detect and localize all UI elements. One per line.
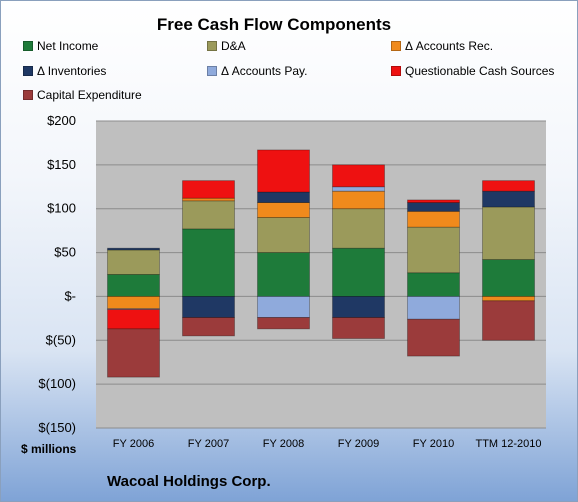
legend-label-net-income: Net Income bbox=[37, 39, 99, 53]
bar-accounts-pay-fy-2009 bbox=[332, 186, 385, 192]
x-tick-label: FY 2006 bbox=[113, 438, 154, 450]
legend-swatch-net-income bbox=[23, 41, 33, 51]
bar-d-a-fy-2010 bbox=[407, 226, 460, 274]
legend-label-accounts-rec: Δ Accounts Rec. bbox=[405, 39, 494, 53]
bar-accounts-rec-fy-2008 bbox=[257, 202, 310, 218]
legend-item-questionable-cash: Questionable Cash Sources bbox=[391, 64, 554, 78]
bar-net-income-fy-2008 bbox=[257, 252, 310, 297]
y-tick-label: $150 bbox=[47, 157, 76, 172]
bar-capital-expenditure-fy-2007 bbox=[182, 317, 235, 337]
y-tick-label: $(100) bbox=[38, 376, 76, 391]
legend-label-accounts-pay: Δ Accounts Pay. bbox=[221, 64, 308, 78]
bar-d-a-fy-2007 bbox=[182, 200, 235, 230]
company-name: Wacoal Holdings Corp. bbox=[107, 473, 271, 490]
legend-item-inventories: Δ Inventories bbox=[23, 64, 106, 78]
bar-net-income-ttm-12-2010 bbox=[482, 259, 535, 297]
y-tick-label: $(50) bbox=[46, 332, 76, 347]
bar-inventories-fy-2008 bbox=[257, 191, 310, 203]
bar-d-a-fy-2008 bbox=[257, 217, 310, 253]
legend-item-accounts-rec: Δ Accounts Rec. bbox=[391, 39, 493, 53]
legend-item-capex: Capital Expenditure bbox=[23, 88, 142, 102]
bar-inventories-fy-2006 bbox=[107, 247, 160, 251]
plot-area bbox=[96, 121, 546, 428]
y-tick-label: $100 bbox=[47, 201, 76, 216]
y-tick-label: $50 bbox=[54, 245, 76, 260]
bar-questionable-cash-sources-fy-2008 bbox=[257, 149, 310, 193]
chart-title: Free Cash Flow Components bbox=[156, 15, 392, 34]
y-tick-label: $200 bbox=[47, 113, 76, 128]
y-tick-label: $- bbox=[64, 288, 76, 303]
bar-net-income-fy-2006 bbox=[107, 274, 160, 297]
bar-d-a-ttm-12-2010 bbox=[482, 206, 535, 260]
legend-label-capex: Capital Expenditure bbox=[37, 88, 142, 102]
bar-accounts-pay-fy-2006 bbox=[107, 308, 160, 310]
bar-questionable-cash-sources-ttm-12-2010 bbox=[482, 180, 535, 192]
x-tick-label: FY 2009 bbox=[338, 438, 379, 450]
bar-capital-expenditure-fy-2009 bbox=[332, 317, 385, 339]
legend-item-da: D&A bbox=[207, 39, 246, 53]
legend-swatch-accounts-rec bbox=[391, 41, 401, 51]
bar-net-income-fy-2007 bbox=[182, 228, 235, 297]
legend-label-da: D&A bbox=[221, 39, 246, 53]
bar-d-a-fy-2009 bbox=[332, 208, 385, 249]
bar-accounts-rec-fy-2006 bbox=[107, 296, 160, 310]
bar-accounts-rec-fy-2009 bbox=[332, 190, 385, 210]
x-tick-label: FY 2007 bbox=[188, 438, 229, 450]
x-tick-label: FY 2008 bbox=[263, 438, 304, 450]
legend-label-inventories: Δ Inventories bbox=[37, 64, 107, 78]
bar-inventories-fy-2007 bbox=[182, 296, 235, 318]
x-tick-label: TTM 12-2010 bbox=[475, 438, 541, 450]
legend-label-questionable-cash: Questionable Cash Sources bbox=[405, 64, 555, 78]
y-tick-label: $(150) bbox=[38, 420, 76, 435]
bar-accounts-pay-fy-2010 bbox=[407, 296, 460, 320]
bar-capital-expenditure-fy-2008 bbox=[257, 317, 310, 330]
bar-inventories-fy-2009 bbox=[332, 296, 385, 318]
bar-capital-expenditure-fy-2006 bbox=[107, 328, 160, 378]
bar-accounts-rec-ttm-12-2010 bbox=[482, 296, 535, 302]
legend-swatch-questionable-cash bbox=[391, 66, 401, 76]
bar-questionable-cash-sources-fy-2009 bbox=[332, 164, 385, 188]
bar-questionable-cash-sources-fy-2010 bbox=[407, 199, 460, 203]
legend-swatch-inventories bbox=[23, 66, 33, 76]
bar-net-income-fy-2010 bbox=[407, 272, 460, 297]
bar-questionable-cash-sources-fy-2007 bbox=[182, 180, 235, 199]
bar-d-a-fy-2006 bbox=[107, 249, 160, 275]
legend-swatch-da bbox=[207, 41, 217, 51]
legend-item-net-income: Net Income bbox=[23, 39, 98, 53]
bar-inventories-fy-2010 bbox=[407, 202, 460, 212]
bar-net-income-fy-2009 bbox=[332, 247, 385, 297]
x-tick-label: FY 2010 bbox=[413, 438, 454, 450]
bar-questionable-cash-sources-fy-2006 bbox=[107, 309, 160, 330]
bar-inventories-ttm-12-2010 bbox=[482, 190, 535, 208]
bar-capital-expenditure-ttm-12-2010 bbox=[482, 300, 535, 341]
legend-swatch-accounts-pay bbox=[207, 66, 217, 76]
bar-capital-expenditure-fy-2010 bbox=[407, 318, 460, 357]
bar-accounts-rec-fy-2010 bbox=[407, 210, 460, 228]
y-axis-unit-label: $ millions bbox=[21, 442, 77, 456]
legend-swatch-capex bbox=[23, 90, 33, 100]
legend-item-accounts-pay: Δ Accounts Pay. bbox=[207, 64, 308, 78]
bar-accounts-pay-fy-2008 bbox=[257, 296, 310, 318]
